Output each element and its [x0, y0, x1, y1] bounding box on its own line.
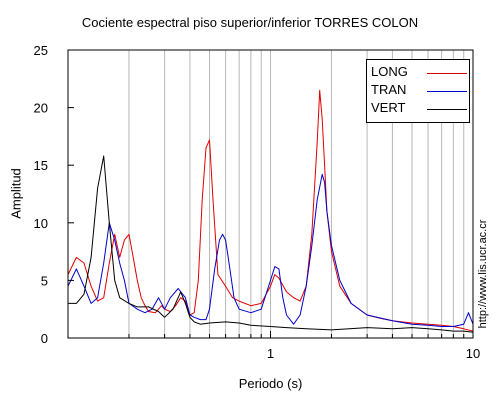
y-tick-label: 20 — [34, 101, 48, 116]
x-tick-label: 1 — [267, 346, 274, 361]
legend-item-long: LONG — [371, 64, 467, 82]
series-line-tran — [67, 173, 474, 327]
credit-url: http://www.lis.ucr.ac.cr — [477, 219, 489, 329]
series-line-long — [67, 89, 474, 332]
legend-label-tran: TRAN — [371, 82, 407, 97]
legend-item-tran: TRAN — [371, 82, 467, 100]
x-axis-label: Periodo (s) — [238, 376, 303, 391]
y-tick-label: 25 — [34, 43, 48, 58]
legend-swatch-long — [427, 73, 467, 74]
x-tick-label: 10 — [466, 346, 480, 361]
series-line-vert — [68, 155, 474, 333]
legend: LONG TRAN VERT — [366, 59, 470, 123]
legend-swatch-vert — [427, 109, 467, 110]
chart-title: Cociente espectral piso superior/inferio… — [81, 15, 419, 30]
legend-label-long: LONG — [371, 64, 408, 79]
y-axis-label: Amplitud — [8, 168, 24, 219]
y-tick-label: 0 — [41, 331, 48, 346]
y-tick-label: 10 — [34, 216, 48, 231]
legend-label-vert: VERT — [371, 100, 406, 115]
legend-swatch-tran — [427, 91, 467, 92]
y-tick-label: 5 — [41, 273, 48, 288]
y-tick-label: 15 — [34, 158, 48, 173]
legend-item-vert: VERT — [371, 100, 467, 118]
series-lines — [67, 89, 474, 333]
axis-ticks: 0 5 10 15 20 25 1 10 — [34, 43, 481, 361]
